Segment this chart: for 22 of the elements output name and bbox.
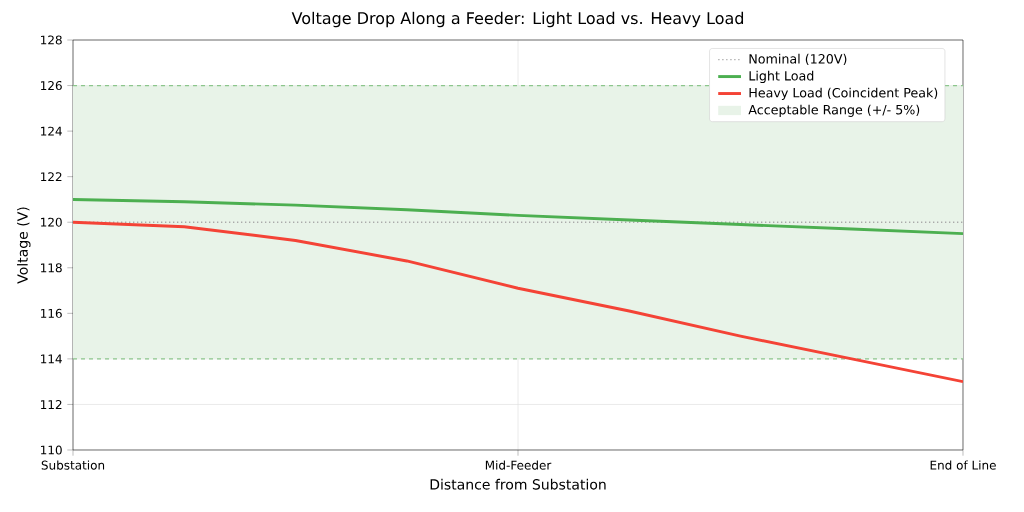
legend-label: Nominal (120V) bbox=[749, 53, 847, 66]
line-series bbox=[73, 220, 963, 384]
line-series bbox=[73, 197, 963, 236]
legend-label: Light Load bbox=[749, 70, 814, 84]
x-axis-title: Distance from Substation bbox=[430, 478, 606, 490]
y-tick-label: 112 bbox=[41, 399, 62, 409]
band-label: Acceptable Range (+/- 5%) bbox=[748, 104, 920, 117]
legend-label: Heavy Load (Coincident Peak) bbox=[749, 87, 938, 100]
y-tick-label: 124 bbox=[41, 126, 62, 136]
y-tick-label: 116 bbox=[41, 308, 62, 318]
x-tick-label: Substation bbox=[41, 460, 105, 470]
y-tick-label: 114 bbox=[41, 354, 62, 364]
chart-title: Voltage Drop Along a Feeder: Light Load vs. Heavy Load bbox=[291, 11, 744, 28]
y-tick-label: 126 bbox=[41, 81, 62, 91]
y-tick-label: 120 bbox=[41, 217, 62, 227]
x-tick-label: Mid-Feeder bbox=[485, 460, 552, 470]
y-axis-title: Voltage (V) bbox=[17, 207, 31, 284]
y-tick-label: 122 bbox=[41, 172, 62, 182]
x-tick-label: End of Line bbox=[930, 460, 996, 470]
y-tick-label: 118 bbox=[41, 263, 62, 273]
y-tick-label: 110 bbox=[41, 445, 62, 455]
y-tick-label: 128 bbox=[41, 35, 62, 45]
